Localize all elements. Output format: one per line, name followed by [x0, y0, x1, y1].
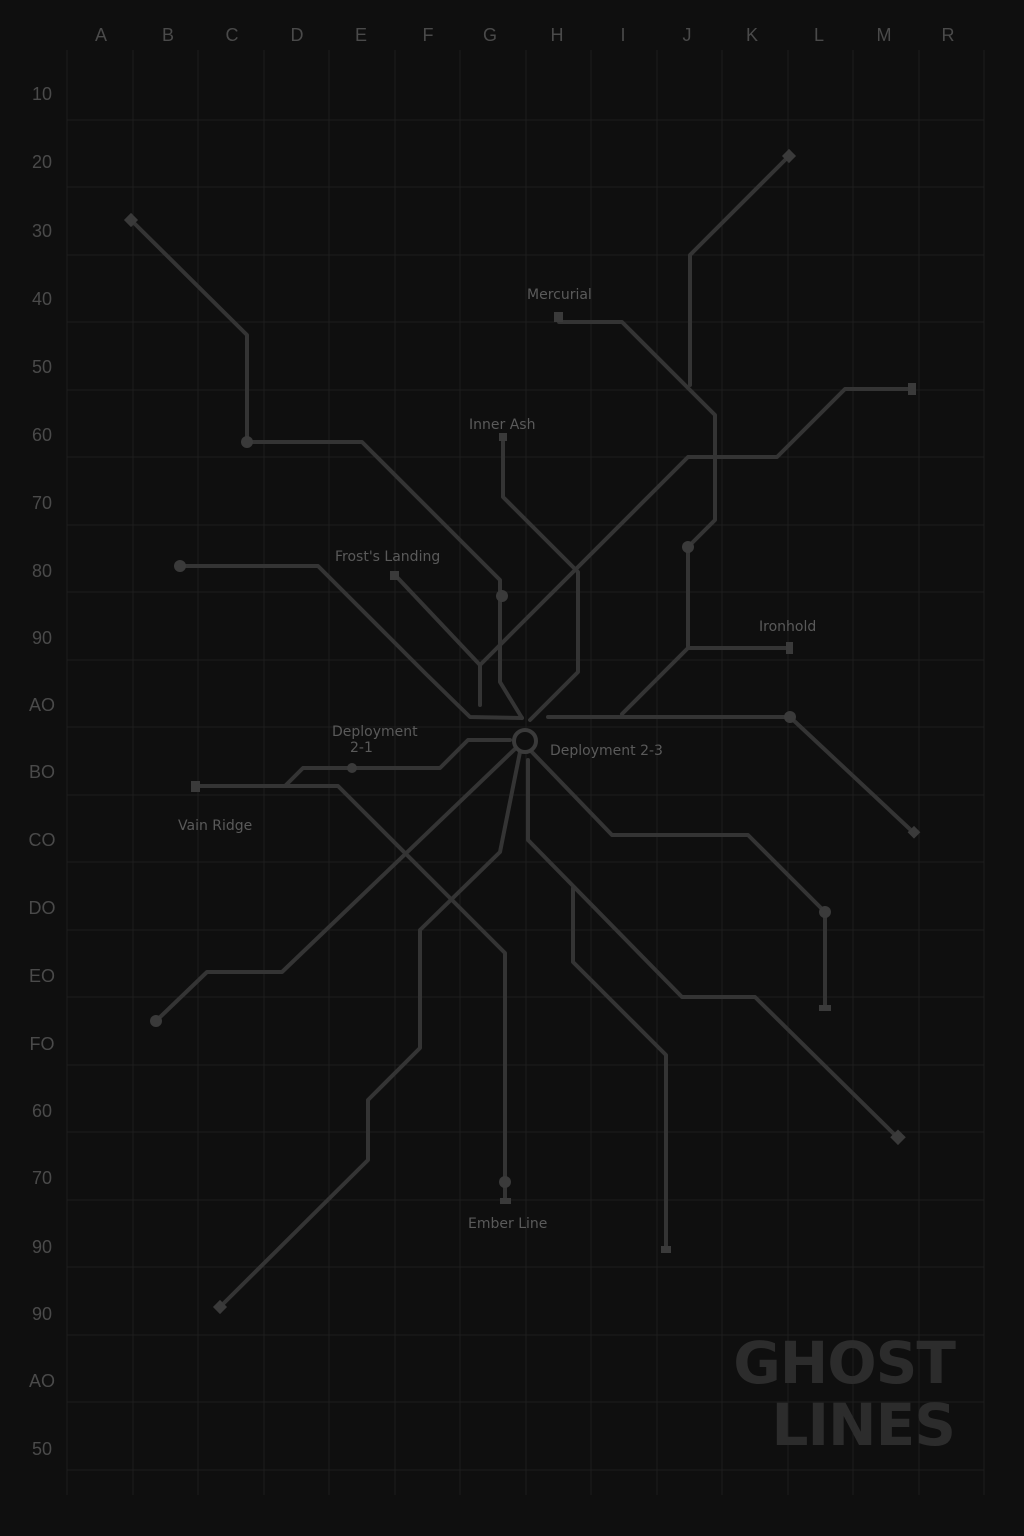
station-labels: Mercurial Inner Ash Frost's Landing Iron…	[178, 287, 816, 1232]
station-dot	[347, 763, 357, 773]
terminus-marker	[908, 383, 916, 395]
terminus-marker	[499, 433, 507, 441]
transit-routes	[129, 154, 916, 1309]
terminus-marker	[212, 1299, 228, 1315]
station-dot	[499, 1176, 511, 1188]
station-label-mercurial: Mercurial	[527, 287, 592, 303]
route-line-west	[178, 564, 524, 720]
row-label: AO	[29, 695, 55, 715]
route-line-se-long	[526, 758, 900, 1140]
terminus-marker	[781, 148, 797, 164]
route-line-south-j	[571, 886, 668, 1252]
terminus-marker	[191, 781, 200, 792]
column-label: E	[355, 25, 367, 45]
terminus-marker	[907, 825, 921, 839]
route-line-frosts-landing	[393, 573, 482, 667]
row-label: 90	[32, 1237, 52, 1257]
column-label: I	[620, 25, 625, 45]
row-label: FO	[30, 1034, 55, 1054]
row-label: 20	[32, 152, 52, 172]
column-label: L	[814, 25, 824, 45]
row-label: 50	[32, 357, 52, 377]
title-line-2: LINES	[772, 1391, 955, 1459]
station-dot	[496, 590, 508, 602]
terminus-marker	[890, 1129, 906, 1146]
row-label: 90	[32, 1304, 52, 1324]
row-label: EO	[29, 966, 55, 986]
column-labels: A B C D E F G H I J K L M R	[95, 25, 955, 45]
route-line-nw	[129, 218, 524, 720]
column-label: A	[95, 25, 107, 45]
row-label: BO	[29, 762, 55, 782]
station-label-ember-line: Ember Line	[468, 1216, 547, 1232]
station-label-deployment-2-3: Deployment 2-3	[550, 743, 663, 759]
row-labels: 10 20 30 40 50 60 70 80 90 AO BO CO DO E…	[29, 84, 56, 1459]
route-line-ironhold	[620, 646, 690, 716]
station-label-frosts-landing: Frost's Landing	[335, 549, 440, 565]
route-line-sw-bottom	[218, 750, 522, 1309]
row-label: 30	[32, 221, 52, 241]
row-label: 70	[32, 1168, 52, 1188]
row-label: 50	[32, 1439, 52, 1459]
station-label-deployment-2-1: Deployment	[332, 724, 418, 740]
terminus-marker	[661, 1246, 671, 1253]
interchange-station-marker	[512, 728, 538, 754]
column-label: D	[291, 25, 304, 45]
row-label: 60	[32, 1101, 52, 1121]
map-title: GHOST LINES	[733, 1329, 957, 1459]
title-line-1: GHOST	[733, 1329, 956, 1397]
station-label-vain-ridge: Vain Ridge	[178, 818, 252, 834]
station-dot	[241, 436, 253, 448]
route-line-vain-ridge	[193, 784, 507, 1202]
column-label: K	[746, 25, 758, 45]
station-label-ironhold: Ironhold	[759, 619, 816, 635]
column-label: H	[551, 25, 564, 45]
route-line-ne-top	[688, 154, 791, 387]
row-label: 80	[32, 561, 52, 581]
terminus-marker	[500, 1198, 511, 1204]
column-label: M	[877, 25, 892, 45]
column-label: G	[483, 25, 497, 45]
terminus-marker	[390, 571, 399, 580]
route-line-ne-sw	[478, 387, 914, 707]
row-label: 10	[32, 84, 52, 104]
terminus-marker	[819, 1005, 831, 1011]
route-line-mercurial	[557, 313, 792, 650]
column-label: F	[423, 25, 434, 45]
column-label: B	[162, 25, 174, 45]
station-label-deployment-2-1-number: 2-1	[350, 740, 373, 756]
station-label-inner-ash: Inner Ash	[469, 417, 535, 433]
route-line-sw-long	[154, 746, 518, 1023]
column-label: R	[942, 25, 955, 45]
map-grid	[66, 50, 985, 1495]
route-line-inner-ash	[501, 435, 580, 722]
row-label: 70	[32, 493, 52, 513]
row-label: AO	[29, 1371, 55, 1391]
terminus-marker	[786, 642, 793, 654]
row-label: 60	[32, 425, 52, 445]
station-markers	[123, 148, 921, 1315]
station-dot	[682, 541, 694, 553]
route-line-se-short	[528, 748, 827, 1010]
row-label: 90	[32, 628, 52, 648]
row-label: DO	[29, 898, 56, 918]
station-dot	[784, 711, 796, 723]
station-dot	[819, 906, 831, 918]
terminus-marker	[554, 312, 563, 322]
station-dot	[174, 560, 186, 572]
column-label: C	[226, 25, 239, 45]
station-dot	[150, 1015, 162, 1027]
row-label: CO	[29, 830, 56, 850]
column-label: J	[683, 25, 692, 45]
row-label: 40	[32, 289, 52, 309]
